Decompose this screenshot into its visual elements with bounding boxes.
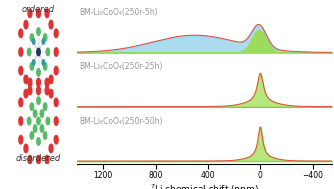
- Circle shape: [49, 144, 53, 153]
- Text: ordered: ordered: [22, 5, 55, 14]
- Circle shape: [28, 9, 32, 18]
- Circle shape: [45, 9, 49, 18]
- Circle shape: [19, 48, 23, 56]
- Circle shape: [37, 48, 40, 56]
- Circle shape: [28, 155, 32, 164]
- Circle shape: [24, 20, 28, 29]
- Circle shape: [43, 103, 47, 110]
- Circle shape: [46, 117, 49, 125]
- Circle shape: [19, 98, 23, 107]
- Circle shape: [19, 66, 23, 75]
- Circle shape: [32, 60, 35, 65]
- Circle shape: [54, 48, 58, 56]
- Circle shape: [43, 63, 47, 70]
- Circle shape: [27, 117, 31, 125]
- Circle shape: [37, 69, 40, 76]
- Circle shape: [54, 29, 58, 38]
- Text: BM-Li₆CoO₄(250r-25h): BM-Li₆CoO₄(250r-25h): [79, 62, 163, 71]
- Circle shape: [30, 132, 34, 139]
- Circle shape: [54, 98, 58, 107]
- Circle shape: [49, 75, 53, 84]
- Circle shape: [36, 155, 40, 164]
- Circle shape: [30, 103, 34, 110]
- Circle shape: [46, 48, 49, 56]
- Circle shape: [54, 117, 58, 125]
- Circle shape: [36, 9, 40, 18]
- Circle shape: [33, 110, 37, 117]
- Circle shape: [43, 132, 47, 139]
- Circle shape: [42, 60, 44, 65]
- Text: BM-Li₆CoO₄(250r-5h): BM-Li₆CoO₄(250r-5h): [79, 8, 158, 17]
- Circle shape: [42, 39, 44, 44]
- Circle shape: [40, 125, 44, 132]
- Circle shape: [45, 86, 49, 95]
- Circle shape: [32, 39, 35, 44]
- Circle shape: [45, 78, 49, 87]
- Circle shape: [30, 34, 34, 41]
- Circle shape: [40, 110, 44, 117]
- Circle shape: [19, 136, 23, 144]
- Circle shape: [28, 78, 32, 87]
- Circle shape: [49, 89, 53, 98]
- Circle shape: [27, 48, 31, 56]
- Circle shape: [54, 136, 58, 144]
- Circle shape: [19, 29, 23, 38]
- Circle shape: [36, 78, 40, 87]
- Circle shape: [54, 66, 58, 75]
- Circle shape: [37, 28, 40, 35]
- Circle shape: [30, 63, 34, 70]
- Circle shape: [24, 89, 28, 98]
- Circle shape: [43, 34, 47, 41]
- X-axis label: $^{7}$Li chemical shift (ppm): $^{7}$Li chemical shift (ppm): [150, 182, 259, 189]
- Circle shape: [37, 138, 40, 145]
- Circle shape: [24, 75, 28, 84]
- Circle shape: [37, 97, 40, 104]
- Circle shape: [28, 86, 32, 95]
- Circle shape: [37, 117, 40, 125]
- Circle shape: [36, 86, 40, 95]
- Circle shape: [45, 155, 49, 164]
- Text: BM-Li₆CoO₄(250r-50h): BM-Li₆CoO₄(250r-50h): [79, 117, 163, 126]
- Circle shape: [24, 144, 28, 153]
- Circle shape: [33, 125, 37, 132]
- Circle shape: [49, 20, 53, 29]
- Circle shape: [19, 117, 23, 125]
- Text: disordered: disordered: [16, 154, 61, 163]
